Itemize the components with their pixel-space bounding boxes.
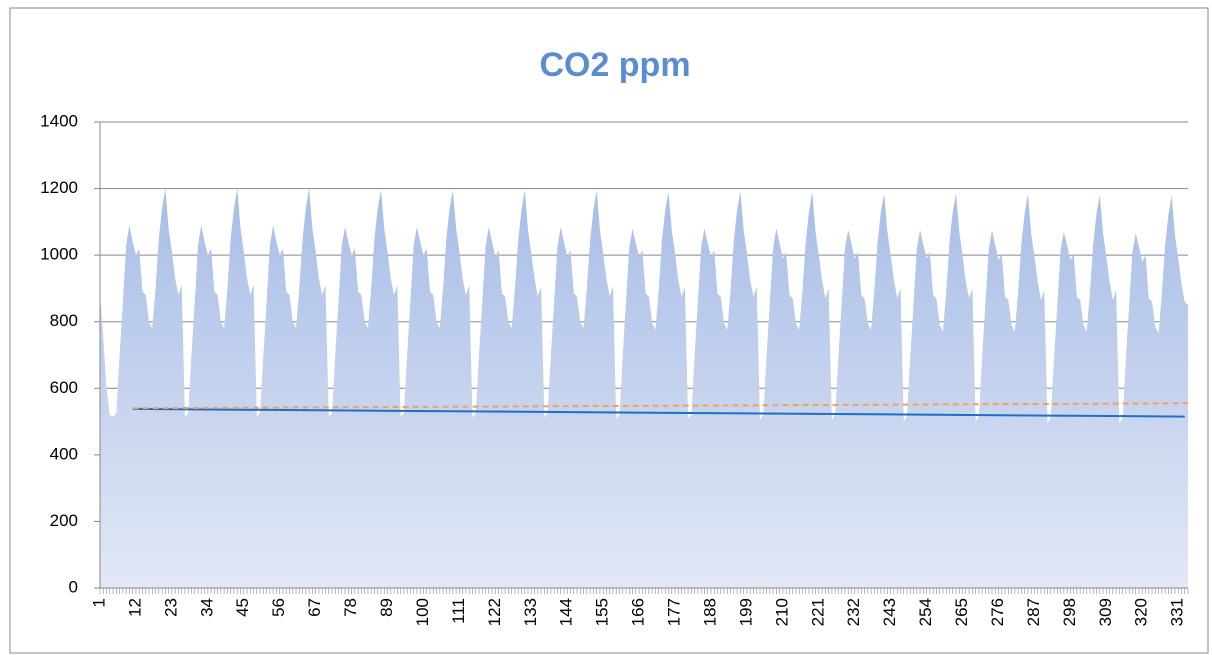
x-tick-label: 188 — [700, 598, 719, 626]
x-tick-label: 243 — [880, 598, 899, 626]
y-tick-label: 200 — [50, 511, 78, 530]
x-tick-label: 155 — [593, 598, 612, 626]
x-tick-label: 89 — [377, 598, 396, 617]
x-tick-label: 254 — [916, 598, 935, 626]
x-tick-label: 144 — [557, 598, 576, 626]
x-tick-label: 331 — [1168, 598, 1187, 626]
x-tick-label: 298 — [1060, 598, 1079, 626]
x-tick-label: 133 — [521, 598, 540, 626]
trendline — [132, 402, 1189, 410]
x-tick-label: 67 — [305, 598, 324, 617]
x-tick-label: 287 — [1024, 598, 1043, 626]
x-tick-label: 34 — [197, 598, 216, 617]
x-tick-label: 12 — [125, 598, 144, 617]
y-tick-label: 800 — [50, 311, 78, 330]
x-tick-label: 78 — [341, 598, 360, 617]
area — [100, 188, 1188, 589]
x-tick-label: 100 — [413, 598, 432, 626]
y-tick-label: 1200 — [40, 178, 78, 197]
y-tick-label: 1400 — [40, 111, 78, 130]
x-tick-label: 56 — [269, 598, 288, 617]
x-tick-label: 199 — [736, 598, 755, 626]
x-tick-label: 232 — [844, 598, 863, 626]
x-tick-label: 166 — [629, 598, 648, 626]
y-tick-label: 600 — [50, 378, 78, 397]
chart-title: CO2 ppm — [539, 46, 690, 84]
x-tick-label: 111 — [449, 598, 468, 624]
x-tick-label: 276 — [988, 598, 1007, 626]
x-tick-label: 45 — [233, 598, 252, 617]
x-tick-label: 23 — [161, 598, 180, 617]
x-tick-label: 309 — [1096, 598, 1115, 626]
trendline — [132, 407, 1185, 418]
x-tick-label: 122 — [485, 598, 504, 626]
x-tick-label: 210 — [772, 598, 791, 626]
x-tick-label: 320 — [1132, 598, 1151, 626]
y-tick-label: 400 — [50, 444, 78, 463]
x-tick-label: 1 — [89, 598, 108, 607]
y-tick-label: 1000 — [40, 245, 78, 264]
x-tick-label: 221 — [808, 598, 827, 626]
x-tick-label: 265 — [952, 598, 971, 626]
y-tick-label: 0 — [69, 577, 78, 596]
x-tick-label: 177 — [665, 598, 684, 626]
